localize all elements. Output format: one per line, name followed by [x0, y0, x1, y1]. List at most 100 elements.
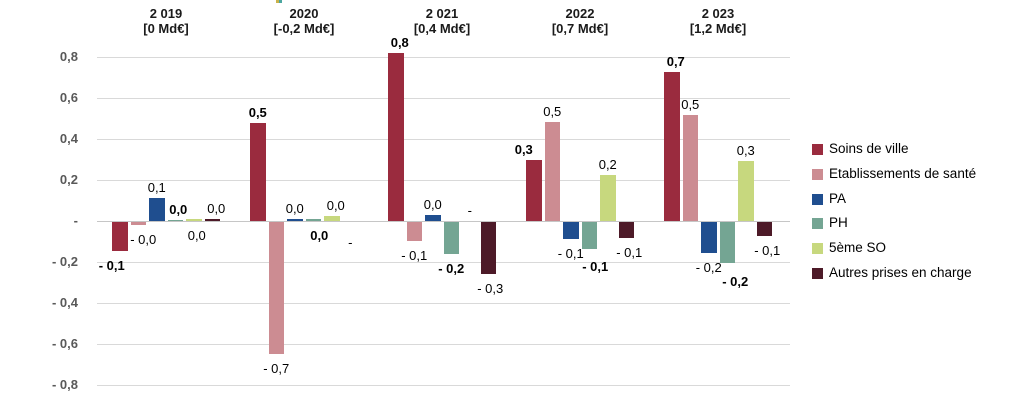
gridline — [97, 180, 790, 181]
bar-1-0 — [130, 222, 146, 225]
bar-1-3 — [544, 122, 560, 221]
bar-3-2 — [443, 222, 459, 254]
bar-5-2 — [480, 222, 496, 274]
gridline — [97, 385, 790, 386]
legend-label: 5ème SO — [829, 240, 887, 255]
bar-2-1 — [287, 219, 303, 221]
y-axis-tick-label: 0,4 — [59, 131, 78, 146]
y-axis-tick-label: - 0,8 — [51, 377, 78, 392]
category-total: [0,7 Md€] — [551, 21, 609, 36]
data-label-0-0: - 0,1 — [98, 258, 125, 273]
gridline — [97, 344, 790, 345]
category-year: 2 019 — [149, 6, 183, 21]
data-label-3-0: 0,0 — [169, 202, 188, 217]
cropped-artifact-right — [279, 0, 282, 3]
bar-1-4 — [682, 115, 698, 221]
data-label-2-3: - 0,1 — [557, 246, 584, 261]
category-total: [1,2 Md€] — [689, 21, 747, 36]
category-header: 2020 [-0,2 Md€] — [235, 6, 373, 36]
category-total: [-0,2 Md€] — [273, 21, 335, 36]
y-axis-tick-label: - — [73, 213, 78, 228]
data-label-3-4: - 0,2 — [722, 274, 749, 289]
gridline — [97, 57, 790, 58]
bar-2-2 — [425, 215, 441, 221]
data-label-5-2: - 0,3 — [477, 281, 504, 296]
y-axis-tick-label: - 0,2 — [51, 254, 78, 269]
data-label-3-3: - 0,1 — [582, 259, 609, 274]
y-axis-tick-label: 0,6 — [59, 90, 78, 105]
data-label-4-2: - — [467, 203, 472, 218]
bar-4-1 — [324, 216, 340, 221]
legend-label: Soins de ville — [829, 141, 909, 156]
data-label-1-1: - 0,7 — [263, 361, 290, 376]
legend-label: PH — [829, 215, 848, 230]
legend-item-4: 5ème SO — [812, 241, 886, 255]
bar-1-2 — [406, 222, 422, 241]
bar-0-3 — [526, 160, 542, 221]
legend-swatch-icon — [812, 242, 823, 254]
category-year: 2 023 — [701, 6, 735, 21]
data-label-0-3: 0,3 — [514, 142, 533, 157]
category-header: 2022 [0,7 Md€] — [511, 6, 649, 36]
bar-4-0 — [186, 219, 202, 221]
legend-label: Etablissements de santé — [829, 166, 977, 181]
data-label-4-3: 0,2 — [598, 157, 617, 172]
data-label-5-3: - 0,1 — [616, 245, 643, 260]
bar-1-1 — [268, 222, 284, 354]
data-label-4-1: 0,0 — [326, 198, 345, 213]
bar-3-0 — [167, 220, 183, 221]
y-axis-tick-label: - 0,6 — [51, 336, 78, 351]
cropped-artifact-left — [276, 0, 279, 3]
y-axis-tick-label: 0,8 — [59, 49, 78, 64]
data-label-1-3: 0,5 — [543, 104, 562, 119]
legend-label: PA — [829, 191, 847, 206]
legend-swatch-icon — [812, 143, 823, 155]
zero-gridline — [97, 221, 790, 222]
category-total: [0 Md€] — [143, 21, 189, 36]
legend-swatch-icon — [812, 267, 823, 279]
bar-0-1 — [250, 123, 266, 221]
gridline — [97, 262, 790, 263]
data-label-5-4: - 0,1 — [754, 243, 781, 258]
bar-5-0 — [204, 219, 220, 221]
category-header: 2 019 [0 Md€] — [97, 6, 235, 36]
bar-0-0 — [112, 222, 128, 251]
data-label-2-0: 0,1 — [147, 180, 166, 195]
bar-2-0 — [149, 198, 165, 221]
legend-item-2: PA — [812, 192, 846, 206]
data-label-1-2: - 0,1 — [401, 248, 428, 263]
data-label-5-0: 0,0 — [207, 201, 226, 216]
legend-item-0: Soins de ville — [812, 142, 909, 156]
data-label-3-2: - 0,2 — [438, 261, 465, 276]
gridline — [97, 303, 790, 304]
legend-swatch-icon — [812, 193, 823, 205]
category-total: [0,4 Md€] — [413, 21, 471, 36]
data-label-0-4: 0,7 — [666, 54, 685, 69]
bar-2-3 — [563, 222, 579, 239]
bar-0-4 — [664, 72, 680, 221]
gridline — [97, 98, 790, 99]
category-year: 2020 — [289, 6, 319, 21]
bar-2-4 — [701, 222, 717, 253]
data-label-4-4: 0,3 — [736, 143, 755, 158]
data-label-3-1: 0,0 — [310, 228, 329, 243]
category-header: 2 023 [1,2 Md€] — [649, 6, 787, 36]
bar-5-3 — [618, 222, 634, 238]
y-axis-tick-label: - 0,4 — [51, 295, 78, 310]
bar-5-4 — [756, 222, 772, 236]
data-label-2-2: 0,0 — [423, 197, 442, 212]
category-year: 2022 — [565, 6, 595, 21]
bar-0-2 — [388, 53, 404, 221]
bar-3-4 — [719, 222, 735, 263]
category-header: 2 021 [0,4 Md€] — [373, 6, 511, 36]
category-year: 2 021 — [425, 6, 459, 21]
legend-label: Autres prises en charge — [829, 265, 972, 280]
data-label-4-0: 0,0 — [187, 228, 206, 243]
y-axis-tick-label: 0,2 — [59, 172, 78, 187]
bar-3-1 — [305, 219, 321, 221]
data-label-0-1: 0,5 — [248, 105, 267, 120]
legend-item-3: PH — [812, 216, 848, 230]
legend-item-5: Autres prises en charge — [812, 266, 972, 280]
data-label-1-4: 0,5 — [681, 97, 700, 112]
